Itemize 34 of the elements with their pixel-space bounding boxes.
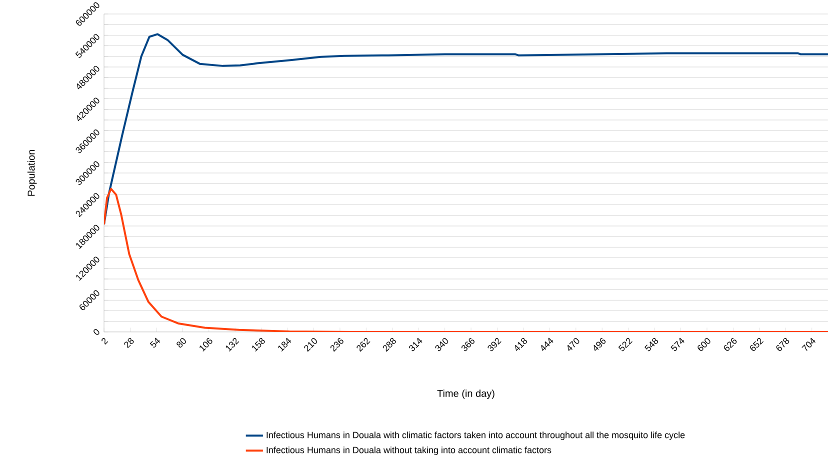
x-tick-label: 522	[618, 338, 632, 352]
x-axis-title: Time (in day)	[437, 390, 494, 399]
x-tick-label: 54	[150, 338, 160, 348]
x-tick-label: 340	[435, 338, 448, 352]
y-axis-title: Population	[27, 150, 37, 196]
x-tick-label: 470	[568, 338, 580, 351]
y-tick-label: 0	[94, 329, 100, 335]
x-tick-label: 132	[226, 338, 240, 352]
x-tick-label: 574	[670, 338, 684, 352]
x-tick-label: 704	[802, 338, 816, 351]
x-tick-label: 80	[176, 338, 186, 348]
x-tick-label: 678	[776, 338, 790, 351]
x-tick-label: 444	[541, 338, 554, 351]
x-tick-label: 184	[278, 338, 292, 352]
line-series	[104, 33, 828, 226]
x-tick-label: 418	[515, 338, 527, 351]
x-tick-label: 392	[488, 338, 502, 352]
x-tick-label: 28	[124, 338, 134, 348]
x-tick-label: 210	[304, 338, 318, 352]
x-tick-label: 600	[698, 338, 710, 351]
x-tick-label: 366	[461, 338, 474, 352]
x-tick-label: 158	[252, 338, 265, 352]
x-tick-label: 106	[200, 338, 212, 352]
x-tick-label: 236	[330, 338, 344, 352]
x-tick-label: 652	[750, 338, 764, 351]
x-tick-label: 288	[382, 338, 396, 352]
x-tick-label: 496	[594, 338, 606, 351]
legend-label: Infectious Humans in Douala with climatic factors taken into account throughout all the mosquito life cycle	[266, 432, 685, 440]
legend-label: Infectious Humans in Douala without taking into account climatic factors	[266, 446, 552, 455]
x-tick-label: 548	[644, 338, 658, 352]
x-tick-label: 262	[356, 338, 370, 352]
x-tick-label: 626	[724, 338, 737, 351]
x-tick-label: 314	[409, 338, 422, 352]
x-tick-label: 2	[102, 338, 108, 345]
